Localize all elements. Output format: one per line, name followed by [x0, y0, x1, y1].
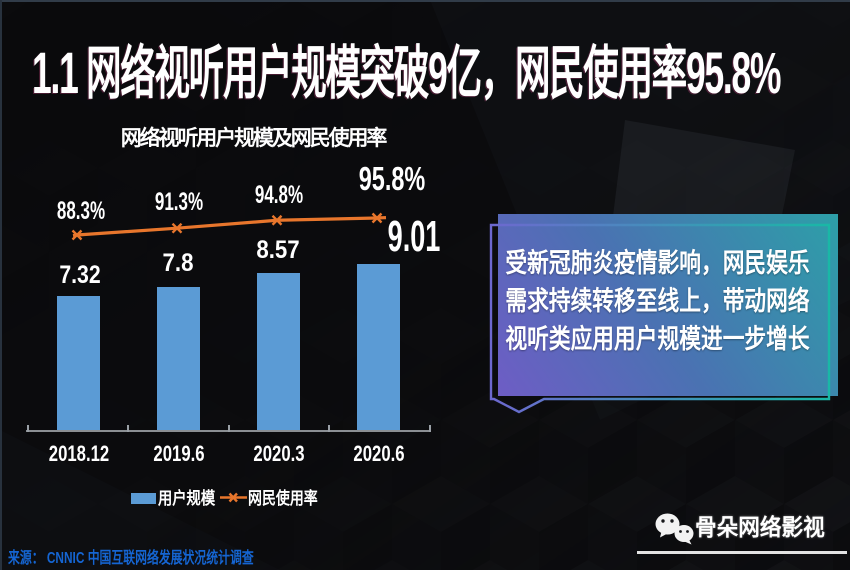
info-box-border: [489, 223, 831, 414]
rate-value-label: 88.3%: [56, 196, 105, 225]
x-axis-label: 2018.12: [48, 440, 109, 466]
legend-line-swatch: [220, 492, 247, 503]
bar-2018.12: [57, 295, 100, 430]
legend-line-label: 网民使用率: [248, 489, 318, 508]
rate-value-label: 95.8%: [358, 159, 426, 197]
brand-underline: [637, 551, 847, 554]
x-axis-tick: [428, 424, 431, 432]
x-axis-tick: [27, 424, 29, 432]
x-axis-label: 2020.3: [252, 440, 305, 466]
x-axis-tick: [127, 424, 130, 432]
wechat-icon: [655, 513, 694, 545]
info-box-text: 受新冠肺炎疫情影响，网民娱乐 需求持续转移至线上，带动网络 视听类应用用户规模进一步…: [458, 244, 850, 358]
x-axis-tick: [328, 424, 331, 432]
rate-value-label: 94.8%: [254, 180, 303, 209]
bar-value-label: 7.32: [59, 260, 101, 289]
x-axis-label: 2020.6: [352, 440, 405, 466]
x-axis-label: 2019.6: [152, 440, 205, 466]
page-title: 1.1 网络视听用户规模突破9亿，网民使用率95.8%: [32, 41, 782, 106]
slide-left-border: [0, 0, 2, 570]
chart-title: 网络视听用户规模及网民使用率: [120, 127, 388, 150]
info-box: [498, 214, 838, 396]
bar-2020.6: [357, 264, 400, 430]
brand-name: 骨朵网络影视: [695, 514, 825, 540]
source-label: 来源： CNNIC 中国互联网络发展状况统计调查: [8, 550, 254, 567]
x-axis-tick: [227, 424, 230, 432]
info-box-line: 视听类应用用户规模进一步增长: [505, 323, 810, 354]
info-box-line: 需求持续转移至线上，带动网络: [505, 285, 810, 316]
legend-bar-label: 用户规模: [158, 489, 216, 508]
bar-value-label: 7.8: [162, 248, 194, 277]
info-box-line: 受新冠肺炎疫情影响，网民娱乐: [505, 247, 810, 278]
bar-value-label: 8.57: [256, 235, 300, 264]
legend-bar-swatch: [131, 493, 156, 504]
slide-top-border: [0, 0, 850, 2]
bar-value-label: 9.01: [387, 211, 441, 261]
rate-value-label: 91.3%: [154, 187, 204, 216]
bar-2019.6: [157, 286, 200, 430]
bar-2020.3: [257, 272, 300, 430]
